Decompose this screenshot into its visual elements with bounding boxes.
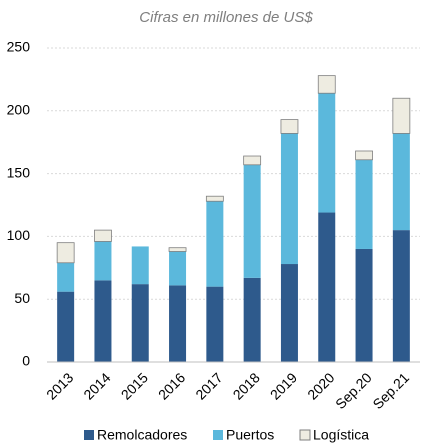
x-tick-label: 2015 — [118, 369, 151, 402]
bar-segment — [318, 212, 336, 362]
bar-segment — [317, 75, 336, 94]
bar-segment — [318, 93, 336, 213]
legend-swatch — [84, 430, 94, 440]
bar-segment — [355, 150, 373, 161]
bar-segment — [392, 97, 411, 134]
bar-segment — [168, 247, 187, 252]
legend-label: Puertos — [226, 427, 274, 443]
x-tick-group: 2020 — [304, 369, 337, 402]
bar-segment — [355, 159, 373, 249]
y-tick-label: 100 — [7, 227, 31, 243]
bar-segment — [131, 284, 149, 362]
legend-swatch — [213, 430, 223, 440]
bar-segment — [280, 119, 299, 134]
bar-segment — [355, 248, 373, 362]
x-tick-group: 2014 — [80, 369, 113, 402]
bar-segment — [57, 291, 75, 362]
x-tick-group: 2019 — [267, 369, 300, 402]
x-tick-label: 2017 — [192, 369, 225, 402]
bar-segment — [94, 229, 112, 242]
legend-label: Logística — [313, 427, 369, 443]
bar-segment — [243, 155, 262, 166]
x-tick-label: 2018 — [230, 369, 263, 402]
bar-segment — [94, 280, 112, 362]
bar-segment — [131, 246, 149, 285]
bar-segment — [94, 241, 112, 281]
x-tick-label: Sep.21 — [369, 369, 412, 412]
bar-segment — [57, 262, 75, 292]
bar-segment — [206, 201, 224, 287]
y-tick-label: 50 — [14, 290, 30, 306]
bar-segment — [205, 195, 224, 202]
bar-segment — [56, 242, 75, 264]
x-tick-label: 2019 — [267, 369, 300, 402]
x-tick-group: Sep.20 — [332, 369, 375, 412]
bar-segment — [243, 164, 261, 278]
y-tick-label: 200 — [7, 102, 31, 118]
x-tick-group: Sep.21 — [369, 369, 412, 412]
bar-segment — [169, 285, 187, 362]
bar-segment — [280, 133, 298, 265]
chart-subtitle: Cifras en millones de US$ — [139, 9, 313, 26]
x-tick-label: 2020 — [304, 369, 337, 402]
bar-segment — [206, 286, 224, 362]
bar-segment — [392, 230, 410, 362]
bar-segment — [280, 264, 298, 362]
x-tick-label: 2013 — [43, 369, 76, 402]
y-tick-label: 250 — [7, 39, 31, 55]
x-tick-label: 2016 — [155, 369, 188, 402]
x-tick-label: 2014 — [80, 369, 113, 402]
bar-segment — [243, 277, 261, 362]
x-tick-group: 2013 — [43, 369, 76, 402]
x-tick-group: 2017 — [192, 369, 225, 402]
x-tick-group: 2016 — [155, 369, 188, 402]
x-tick-group: 2018 — [230, 369, 263, 402]
y-tick-label: 150 — [7, 164, 31, 180]
bar-segment — [392, 133, 410, 231]
y-tick-label: 0 — [22, 353, 30, 369]
legend-swatch — [299, 429, 311, 441]
bar-segment — [169, 251, 187, 286]
x-tick-label: Sep.20 — [332, 369, 375, 412]
x-tick-group: 2015 — [118, 369, 151, 402]
legend-label: Remolcadores — [97, 427, 187, 443]
